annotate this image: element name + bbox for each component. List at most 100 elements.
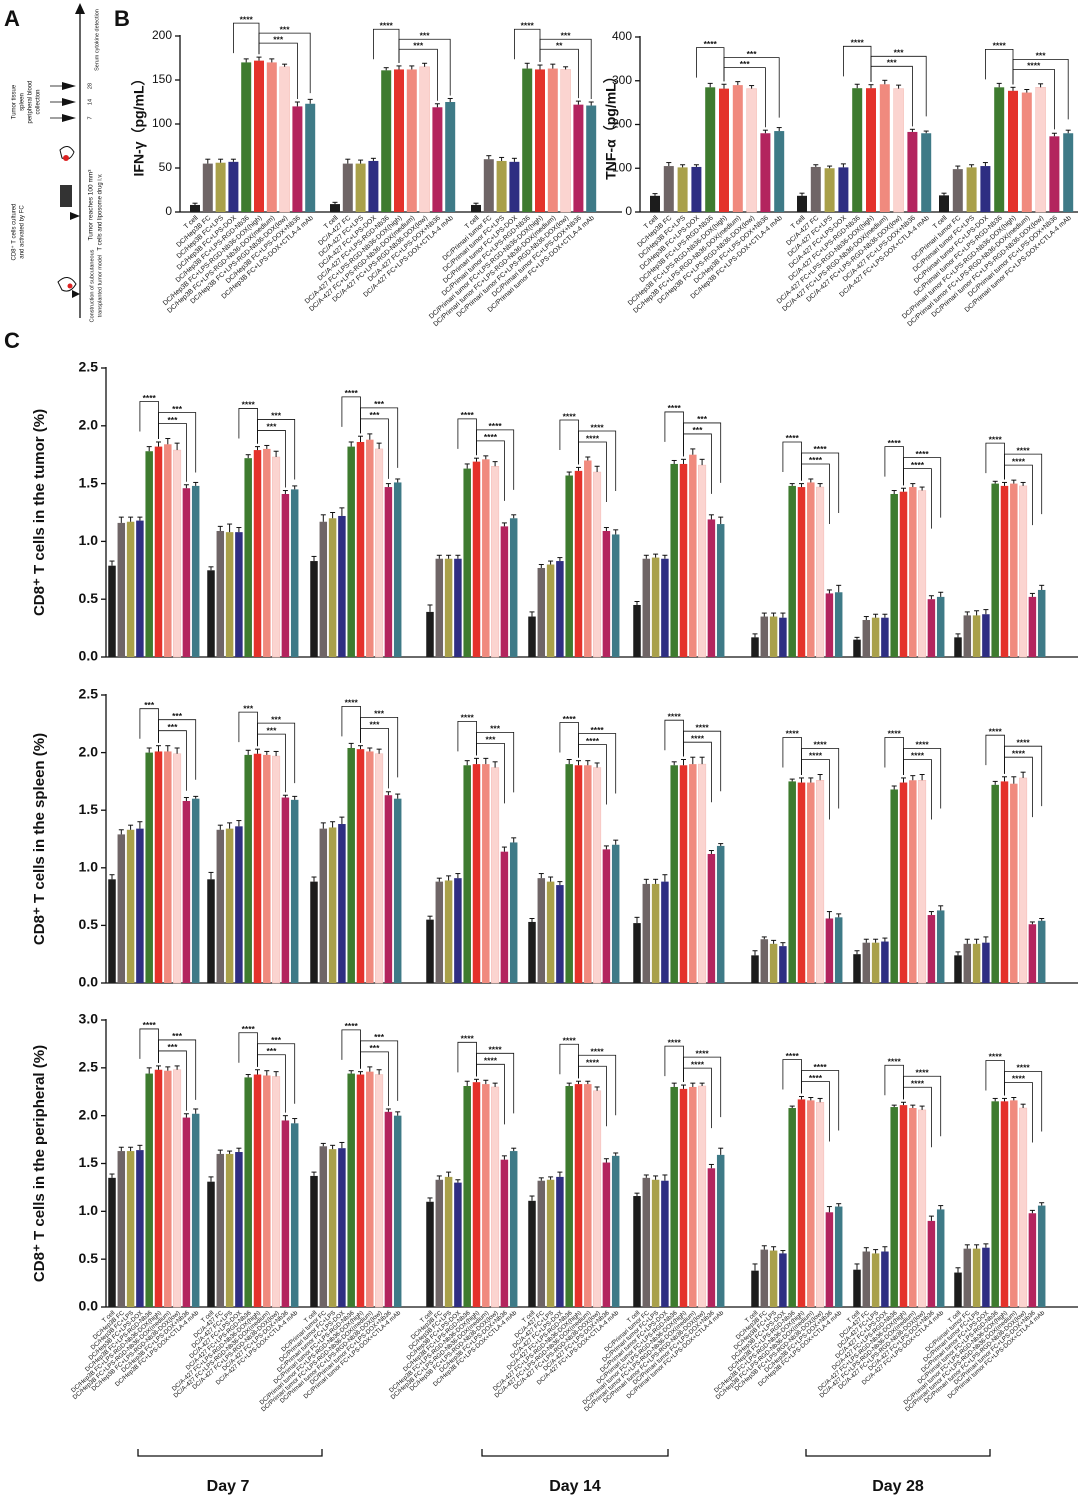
- significance-label: ****: [668, 711, 682, 721]
- significance-label: ***: [172, 1031, 183, 1041]
- bar: [918, 490, 927, 658]
- bar: [117, 834, 126, 983]
- bar: [235, 826, 243, 983]
- y-tick-label: 1.5: [79, 474, 99, 490]
- significance-bracket: [801, 759, 830, 820]
- significance-label: ****: [911, 751, 925, 761]
- bar: [263, 754, 271, 983]
- bar: [991, 483, 999, 657]
- bar: [670, 1086, 678, 1307]
- significance-label: ***: [485, 735, 496, 745]
- significance-label: ****: [989, 1052, 1003, 1062]
- bar: [328, 518, 337, 657]
- y-tick-label: 0.5: [79, 590, 99, 606]
- significance-label: ***: [167, 722, 178, 732]
- significance-bracket: [884, 1064, 904, 1100]
- bar: [862, 942, 871, 983]
- bar: [126, 829, 135, 983]
- bar: [191, 485, 200, 657]
- bar: [574, 470, 583, 657]
- bar: [319, 828, 328, 983]
- bar: [546, 881, 555, 983]
- bar: [954, 1272, 962, 1307]
- bar: [871, 1253, 880, 1307]
- bar: [454, 1182, 462, 1307]
- significance-label: ****: [1027, 61, 1041, 71]
- bar: [593, 767, 602, 984]
- bar: [816, 779, 825, 984]
- bar: [145, 1073, 153, 1307]
- bar: [565, 1086, 573, 1307]
- bar: [482, 764, 490, 983]
- bar: [834, 592, 843, 657]
- significance-bracket: [903, 1086, 932, 1148]
- significance-bracket: [258, 42, 298, 99]
- y-tick-label: 150: [152, 72, 172, 86]
- bar: [816, 486, 825, 658]
- bar: [838, 167, 849, 212]
- bar: [1000, 485, 1009, 657]
- significance-bracket: [476, 440, 505, 501]
- bar: [435, 1179, 444, 1307]
- significance-label: ****: [242, 400, 256, 410]
- bar: [384, 795, 393, 983]
- significance-bracket: [139, 708, 159, 743]
- y-tick-label: 300: [612, 73, 632, 87]
- bar: [705, 87, 716, 212]
- bar: [825, 1212, 834, 1307]
- bar: [602, 1162, 611, 1307]
- bar: [356, 441, 365, 657]
- bar: [779, 1253, 787, 1307]
- bar: [1010, 1100, 1018, 1307]
- bar: [633, 1196, 641, 1307]
- bar: [670, 765, 678, 983]
- bar: [1008, 90, 1018, 212]
- bar: [963, 943, 972, 983]
- bar: [472, 764, 481, 983]
- step-text: Serum cytokine detection: [94, 9, 100, 71]
- bar: [661, 558, 669, 657]
- significance-label: ***: [887, 58, 898, 68]
- bar: [719, 88, 729, 212]
- significance-label: ****: [668, 1037, 682, 1047]
- bar: [173, 449, 182, 658]
- bar: [225, 1153, 234, 1307]
- bar: [356, 749, 365, 983]
- bar: [207, 879, 215, 983]
- significance-label: ****: [813, 1062, 827, 1072]
- bar: [927, 915, 936, 983]
- bar: [556, 561, 564, 657]
- bar: [182, 488, 191, 657]
- significance-label: ****: [461, 713, 475, 723]
- bar: [807, 782, 815, 983]
- bar: [263, 1075, 271, 1307]
- step-text: transplanted tumor model: [97, 255, 103, 317]
- bar: [586, 105, 597, 212]
- bar: [642, 558, 651, 657]
- significance-label: ****: [888, 1057, 902, 1067]
- bar: [509, 842, 518, 983]
- significance-bracket: [559, 722, 579, 758]
- significance-bracket: [539, 48, 579, 99]
- bar: [556, 1176, 564, 1307]
- significance-bracket: [559, 1043, 579, 1079]
- y-tick-label: 2.5: [79, 359, 99, 375]
- significance-label: ****: [521, 21, 535, 31]
- bar: [537, 567, 546, 657]
- bar: [454, 878, 462, 983]
- y-tick-label: 50: [159, 160, 173, 174]
- bar: [207, 1181, 215, 1307]
- bar: [509, 161, 520, 212]
- bar: [677, 167, 688, 212]
- bar: [769, 616, 778, 657]
- significance-label: ****: [484, 1056, 498, 1066]
- bar: [939, 195, 949, 212]
- bar: [797, 195, 807, 212]
- bar: [574, 1084, 583, 1307]
- bar: [366, 439, 374, 657]
- bar: [292, 106, 303, 212]
- bar: [338, 824, 346, 983]
- significance-label: ****: [143, 393, 157, 403]
- bar: [215, 162, 226, 212]
- bar: [954, 955, 962, 983]
